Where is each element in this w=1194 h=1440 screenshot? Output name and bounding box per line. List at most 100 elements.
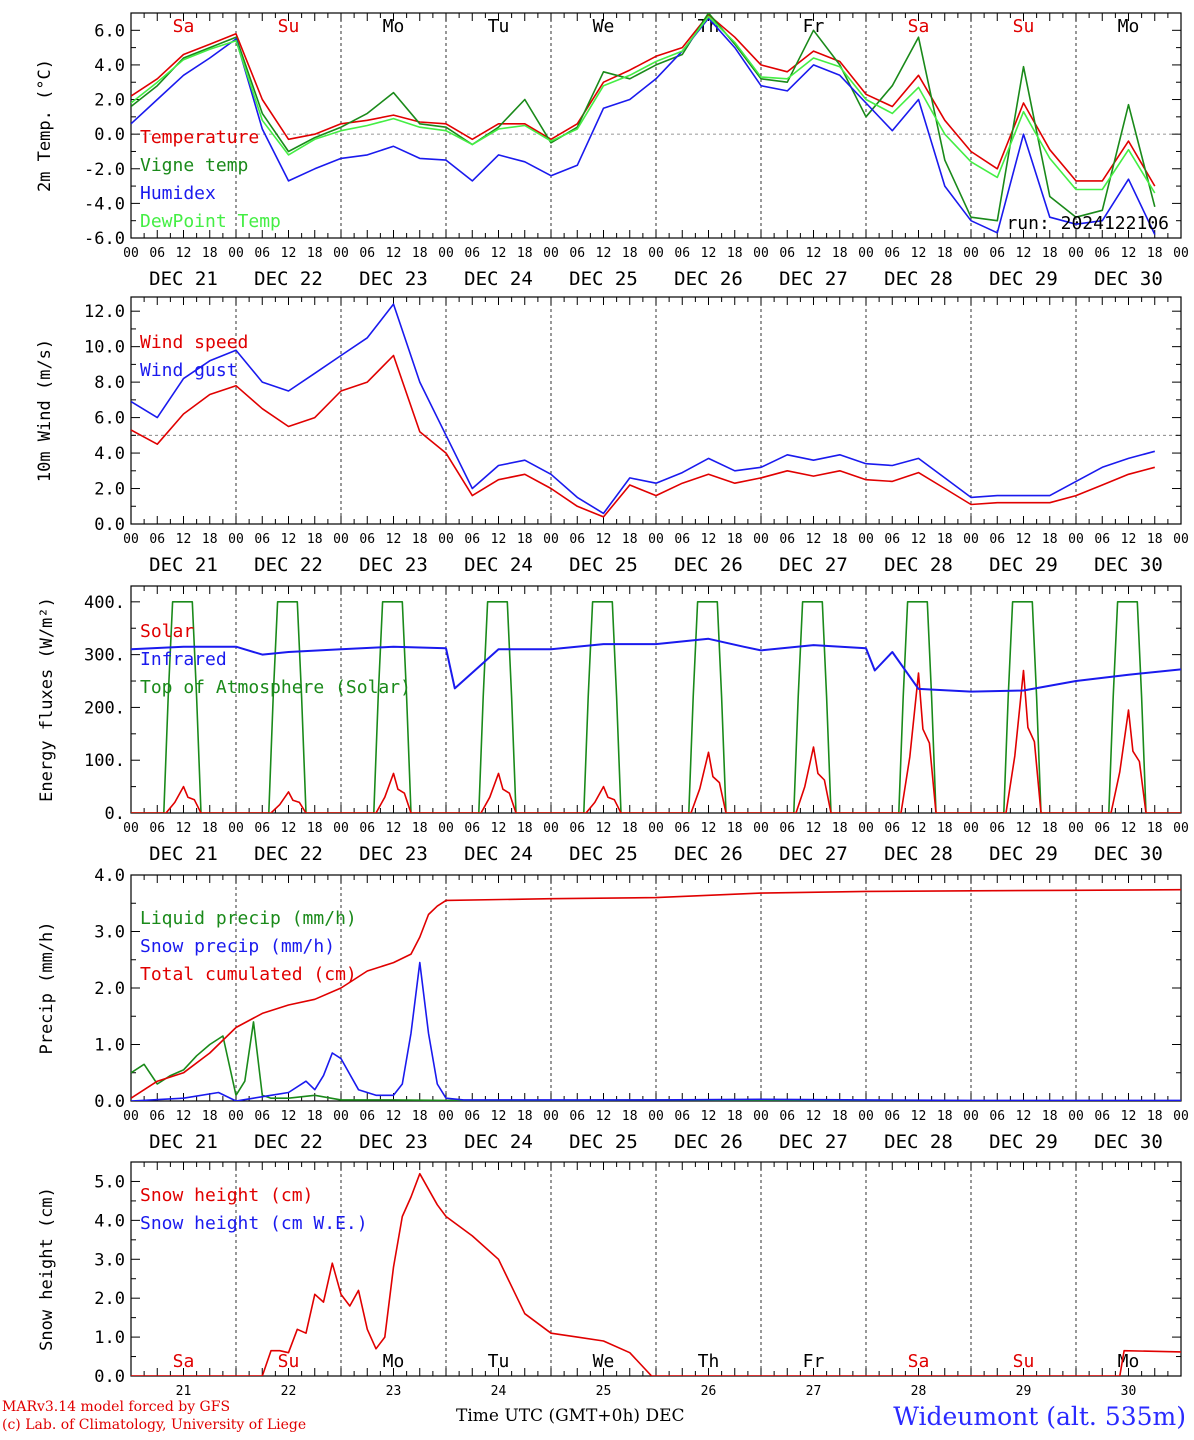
x-hour-label: 12 [176, 532, 192, 547]
x-hour-label: 18 [517, 532, 533, 547]
x-hour-label: 00 [1068, 821, 1084, 836]
x-hour-label: 18 [1042, 1109, 1058, 1124]
x-hour-label: 12 [1016, 246, 1032, 261]
x-hour-label: 18 [832, 821, 848, 836]
x-hour-label: 18 [1147, 246, 1163, 261]
series-wind-speed [131, 354, 1156, 518]
x-date-label: DEC 30 [1094, 268, 1163, 290]
weekday-label: Fr [803, 1351, 825, 1372]
x-date-label: DEC 25 [569, 554, 638, 576]
x-date-label: DEC 29 [989, 268, 1058, 290]
x-date-label: DEC 25 [569, 1131, 638, 1153]
x-hour-label: 00 [753, 246, 769, 261]
weekday-label: Fr [803, 16, 825, 37]
x-day-number: 23 [386, 1384, 402, 1399]
series-group [131, 303, 1156, 518]
x-date-label: DEC 26 [674, 268, 743, 290]
x-hour-label: 12 [806, 821, 822, 836]
x-hour-label: 06 [254, 1109, 270, 1124]
y-tick-label: 200. [84, 698, 125, 718]
x-date-label: DEC 29 [989, 843, 1058, 865]
x-date-label: DEC 24 [464, 843, 533, 865]
x-axis-title: Time UTC (GMT+0h) DEC [456, 1406, 685, 1426]
y-tick-label: 400. [84, 593, 125, 613]
y-tick-label: 0.0 [94, 125, 125, 145]
y-axis-label: Energy fluxes (W/m²) [37, 597, 57, 802]
x-hour-label: 18 [727, 246, 743, 261]
y-tick-label: -2.0 [84, 160, 125, 180]
x-date-label: DEC 25 [569, 268, 638, 290]
x-date-label: DEC 21 [149, 843, 218, 865]
x-hour-label: 12 [176, 1109, 192, 1124]
x-hour-label: 18 [1147, 1109, 1163, 1124]
x-hour-label: 18 [412, 532, 428, 547]
x-hour-label: 18 [517, 246, 533, 261]
x-hour-label: 00 [1068, 246, 1084, 261]
x-date-label: DEC 27 [779, 554, 848, 576]
series-total-cumulated-cm- [131, 888, 1181, 1099]
x-hour-label: 18 [202, 246, 218, 261]
x-hour-label: 06 [149, 532, 165, 547]
x-date-label: DEC 24 [464, 554, 533, 576]
y-tick-label: 0. [105, 804, 125, 824]
x-hour-label: 00 [753, 1109, 769, 1124]
station-name: Wideumont (alt. 535m) [893, 1402, 1186, 1431]
x-hour-label: 12 [1016, 1109, 1032, 1124]
x-hour-label: 00 [123, 821, 139, 836]
x-hour-label: 12 [701, 821, 717, 836]
x-day-number: 21 [176, 1384, 192, 1399]
x-hour-label: 00 [858, 1109, 874, 1124]
x-hour-label: 12 [911, 821, 927, 836]
y-tick-label: 4.0 [94, 866, 125, 886]
x-hour-label: 06 [674, 821, 690, 836]
x-hour-label: 06 [1094, 1109, 1110, 1124]
x-hour-label: 12 [1121, 246, 1137, 261]
y-tick-label: 300. [84, 646, 125, 666]
chart-panel-2: 12.0 10.0 8.0 6.0 4.0 2.0 0.0 10m Wind (m/s) 00 0… [35, 296, 1189, 576]
x-hour-label: 12 [911, 246, 927, 261]
y-tick-label: 1.0 [94, 1036, 125, 1056]
x-hour-label: 00 [1173, 532, 1189, 547]
y-tick-label: 0.0 [94, 515, 125, 535]
x-hour-label: 12 [1016, 532, 1032, 547]
chart-panel-1: 6.0 4.0 2.0 0.0 -2.0 -4.0 -6.0 2m Temp. (°C) 00 0… [35, 12, 1189, 290]
x-hour-label: 06 [779, 1109, 795, 1124]
series-solar [131, 669, 1181, 813]
y-tick-label: 6.0 [94, 409, 125, 429]
x-hour-label: 06 [989, 532, 1005, 547]
x-date-label: DEC 22 [254, 843, 323, 865]
x-hour-label: 18 [1042, 821, 1058, 836]
y-tick-label: 12.0 [84, 302, 125, 322]
x-hour-label: 12 [806, 532, 822, 547]
x-hour-label: 12 [1121, 821, 1137, 836]
y-tick-label: 2.0 [94, 1289, 125, 1309]
x-hour-label: 18 [832, 1109, 848, 1124]
meteogram: 6.04.02.00.0-2.0-4.0-6.02m Temp. (°C)00 0… [35, 12, 1189, 1399]
x-hour-label: 18 [622, 821, 638, 836]
legend-entry: Snow precip (mm/h) [140, 936, 335, 957]
x-hour-label: 00 [543, 532, 559, 547]
x-date-label: DEC 23 [359, 268, 428, 290]
x-hour-label: 06 [464, 821, 480, 836]
plot-frame [130, 12, 1182, 239]
x-hour-label: 18 [307, 1109, 323, 1124]
weekday-label: Su [278, 16, 300, 37]
y-tick-label: 4.0 [94, 56, 125, 76]
legend-entry: Wind speed [140, 332, 248, 353]
series-toa-solar [131, 600, 1181, 813]
x-hour-label: 00 [648, 1109, 664, 1124]
x-hour-label: 18 [832, 532, 848, 547]
x-hour-label: 06 [254, 821, 270, 836]
x-hour-label: 18 [727, 532, 743, 547]
x-hour-label: 18 [517, 1109, 533, 1124]
x-hour-label: 00 [963, 246, 979, 261]
y-tick-label: -4.0 [84, 194, 125, 214]
x-hour-label: 00 [333, 532, 349, 547]
x-day-number: 27 [806, 1384, 822, 1399]
x-hour-label: 18 [622, 1109, 638, 1124]
x-hour-label: 12 [1016, 821, 1032, 836]
x-hour-label: 06 [884, 246, 900, 261]
y-axis-label: Snow height (cm) [37, 1187, 57, 1351]
series-group [131, 1172, 1181, 1376]
y-tick-label: 10.0 [84, 338, 125, 358]
